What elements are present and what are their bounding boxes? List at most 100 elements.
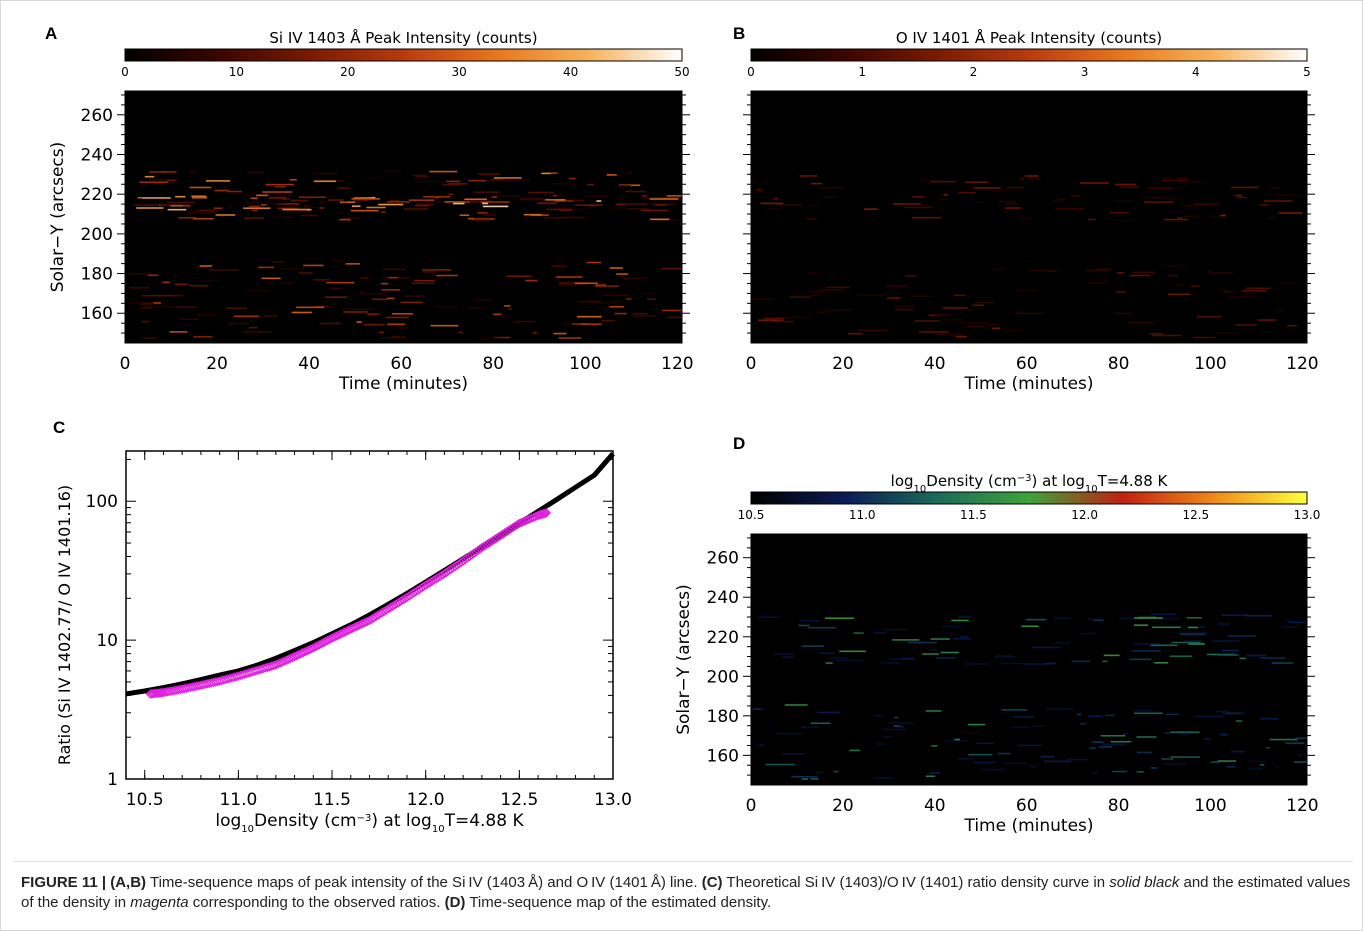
heatmap-streak	[433, 196, 441, 199]
heatmap-streak	[381, 289, 401, 291]
colorbar-tick-label: 3	[1081, 65, 1089, 79]
heatmap-streak	[553, 207, 578, 209]
heatmap-streak	[1267, 187, 1281, 189]
ratio-point	[294, 649, 304, 660]
ratio-point	[283, 654, 294, 665]
heatmap-streak	[272, 260, 285, 263]
x-axis-label: Time (minutes)	[963, 816, 1093, 836]
heatmap-streak	[416, 203, 434, 206]
heatmap-streak	[1132, 709, 1152, 712]
heatmap-streak	[314, 305, 330, 308]
caption-divider	[13, 861, 1353, 862]
heatmap-streak	[1045, 662, 1056, 665]
ratio-point	[341, 626, 352, 636]
ratio-point	[487, 536, 497, 546]
heatmap-streak	[469, 201, 492, 203]
heatmap-streak	[810, 182, 823, 185]
x-tick-label: 100	[1194, 354, 1226, 374]
heatmap-streak	[1188, 643, 1205, 645]
heatmap-streak	[810, 778, 819, 780]
heatmap-streak	[817, 311, 830, 313]
heatmap-streak	[277, 207, 299, 210]
heatmap-streak	[1118, 617, 1148, 620]
heatmap-streak	[291, 311, 313, 314]
ratio-point	[360, 617, 371, 628]
heatmap-streak	[1220, 733, 1229, 736]
heatmap-streak	[798, 624, 810, 627]
heatmap-streak	[1003, 329, 1023, 332]
y-tick-label: 260	[81, 106, 113, 126]
heatmap-streak	[929, 772, 940, 774]
heatmap-streak	[187, 171, 197, 174]
heatmap-streak	[1275, 308, 1285, 311]
heatmap-streak	[1025, 175, 1039, 177]
heatmap-streak	[1120, 186, 1139, 188]
x-tick-label: 0	[746, 354, 757, 374]
heatmap-streak	[1279, 282, 1302, 285]
ratio-point	[445, 564, 456, 575]
heatmap-streak	[930, 313, 951, 316]
heatmap-streak	[994, 656, 1016, 658]
heatmap-streak	[799, 619, 821, 622]
heatmap-streak	[1215, 332, 1239, 334]
caption-label: FIGURE 11 |	[21, 874, 107, 891]
ratio-point	[339, 627, 350, 637]
heatmap-streak	[1162, 177, 1172, 179]
heatmap-streak	[808, 204, 820, 207]
heatmap-streak	[1161, 179, 1187, 182]
heatmap-streak	[1112, 770, 1127, 773]
heatmap-streak	[1150, 613, 1177, 616]
heatmap-streak	[925, 775, 936, 778]
heatmap-streak	[199, 265, 213, 267]
heatmap-streak	[1234, 194, 1243, 197]
ratio-point	[450, 562, 460, 572]
heatmap-streak	[303, 264, 324, 267]
heatmap-streak	[464, 198, 487, 201]
ratio-point	[389, 600, 400, 610]
heatmap-streak	[1001, 709, 1028, 711]
heatmap-streak	[1249, 767, 1263, 770]
y-tick-label: 240	[81, 145, 113, 165]
heatmap-streak	[997, 752, 1011, 755]
heatmap-streak	[1136, 771, 1144, 773]
heatmap-streak	[267, 282, 274, 285]
heatmap-streak	[627, 207, 650, 210]
heatmap-streak	[474, 191, 501, 193]
heatmap-streak	[1230, 186, 1259, 189]
heatmap-streak	[1271, 662, 1294, 664]
heatmap-streak	[976, 742, 994, 745]
heatmap-streak	[537, 202, 557, 204]
y-axis-label: Solar−Y (arcsecs)	[48, 142, 68, 293]
heatmap-streak	[256, 202, 284, 204]
heatmap-streak	[1031, 178, 1041, 180]
heatmap-streak	[371, 298, 389, 301]
heatmap-streak	[328, 199, 345, 201]
heatmap-streak	[1293, 761, 1307, 763]
heatmap-streak	[558, 282, 589, 284]
ratio-point	[296, 649, 306, 659]
heatmap-streak	[1131, 271, 1156, 274]
heatmap-streak	[178, 216, 197, 219]
heatmap-streak	[616, 273, 628, 275]
heatmap-streak	[174, 283, 189, 286]
heatmap-streak	[602, 294, 629, 296]
heatmap-streak	[1184, 640, 1203, 642]
ratio-point	[510, 521, 520, 531]
heatmap-streak	[551, 265, 567, 268]
heatmap-streak	[1004, 762, 1028, 765]
heatmap-streak	[576, 300, 602, 303]
heatmap-streak	[799, 175, 818, 177]
heatmap-streak	[498, 195, 517, 197]
colorbar-tick-label: 10	[229, 65, 244, 79]
heatmap-streak	[513, 320, 536, 323]
heatmap-streak	[856, 294, 887, 296]
heatmap-streak	[1057, 198, 1067, 201]
heatmap-streak	[556, 198, 579, 201]
heatmap-streak	[482, 202, 489, 205]
heatmap-streak	[1247, 760, 1267, 763]
heatmap-streak	[313, 279, 331, 281]
heatmap-streak	[483, 214, 497, 216]
ratio-point	[398, 595, 408, 605]
heatmap-streak	[1217, 623, 1231, 625]
heatmap-streak	[641, 292, 657, 295]
